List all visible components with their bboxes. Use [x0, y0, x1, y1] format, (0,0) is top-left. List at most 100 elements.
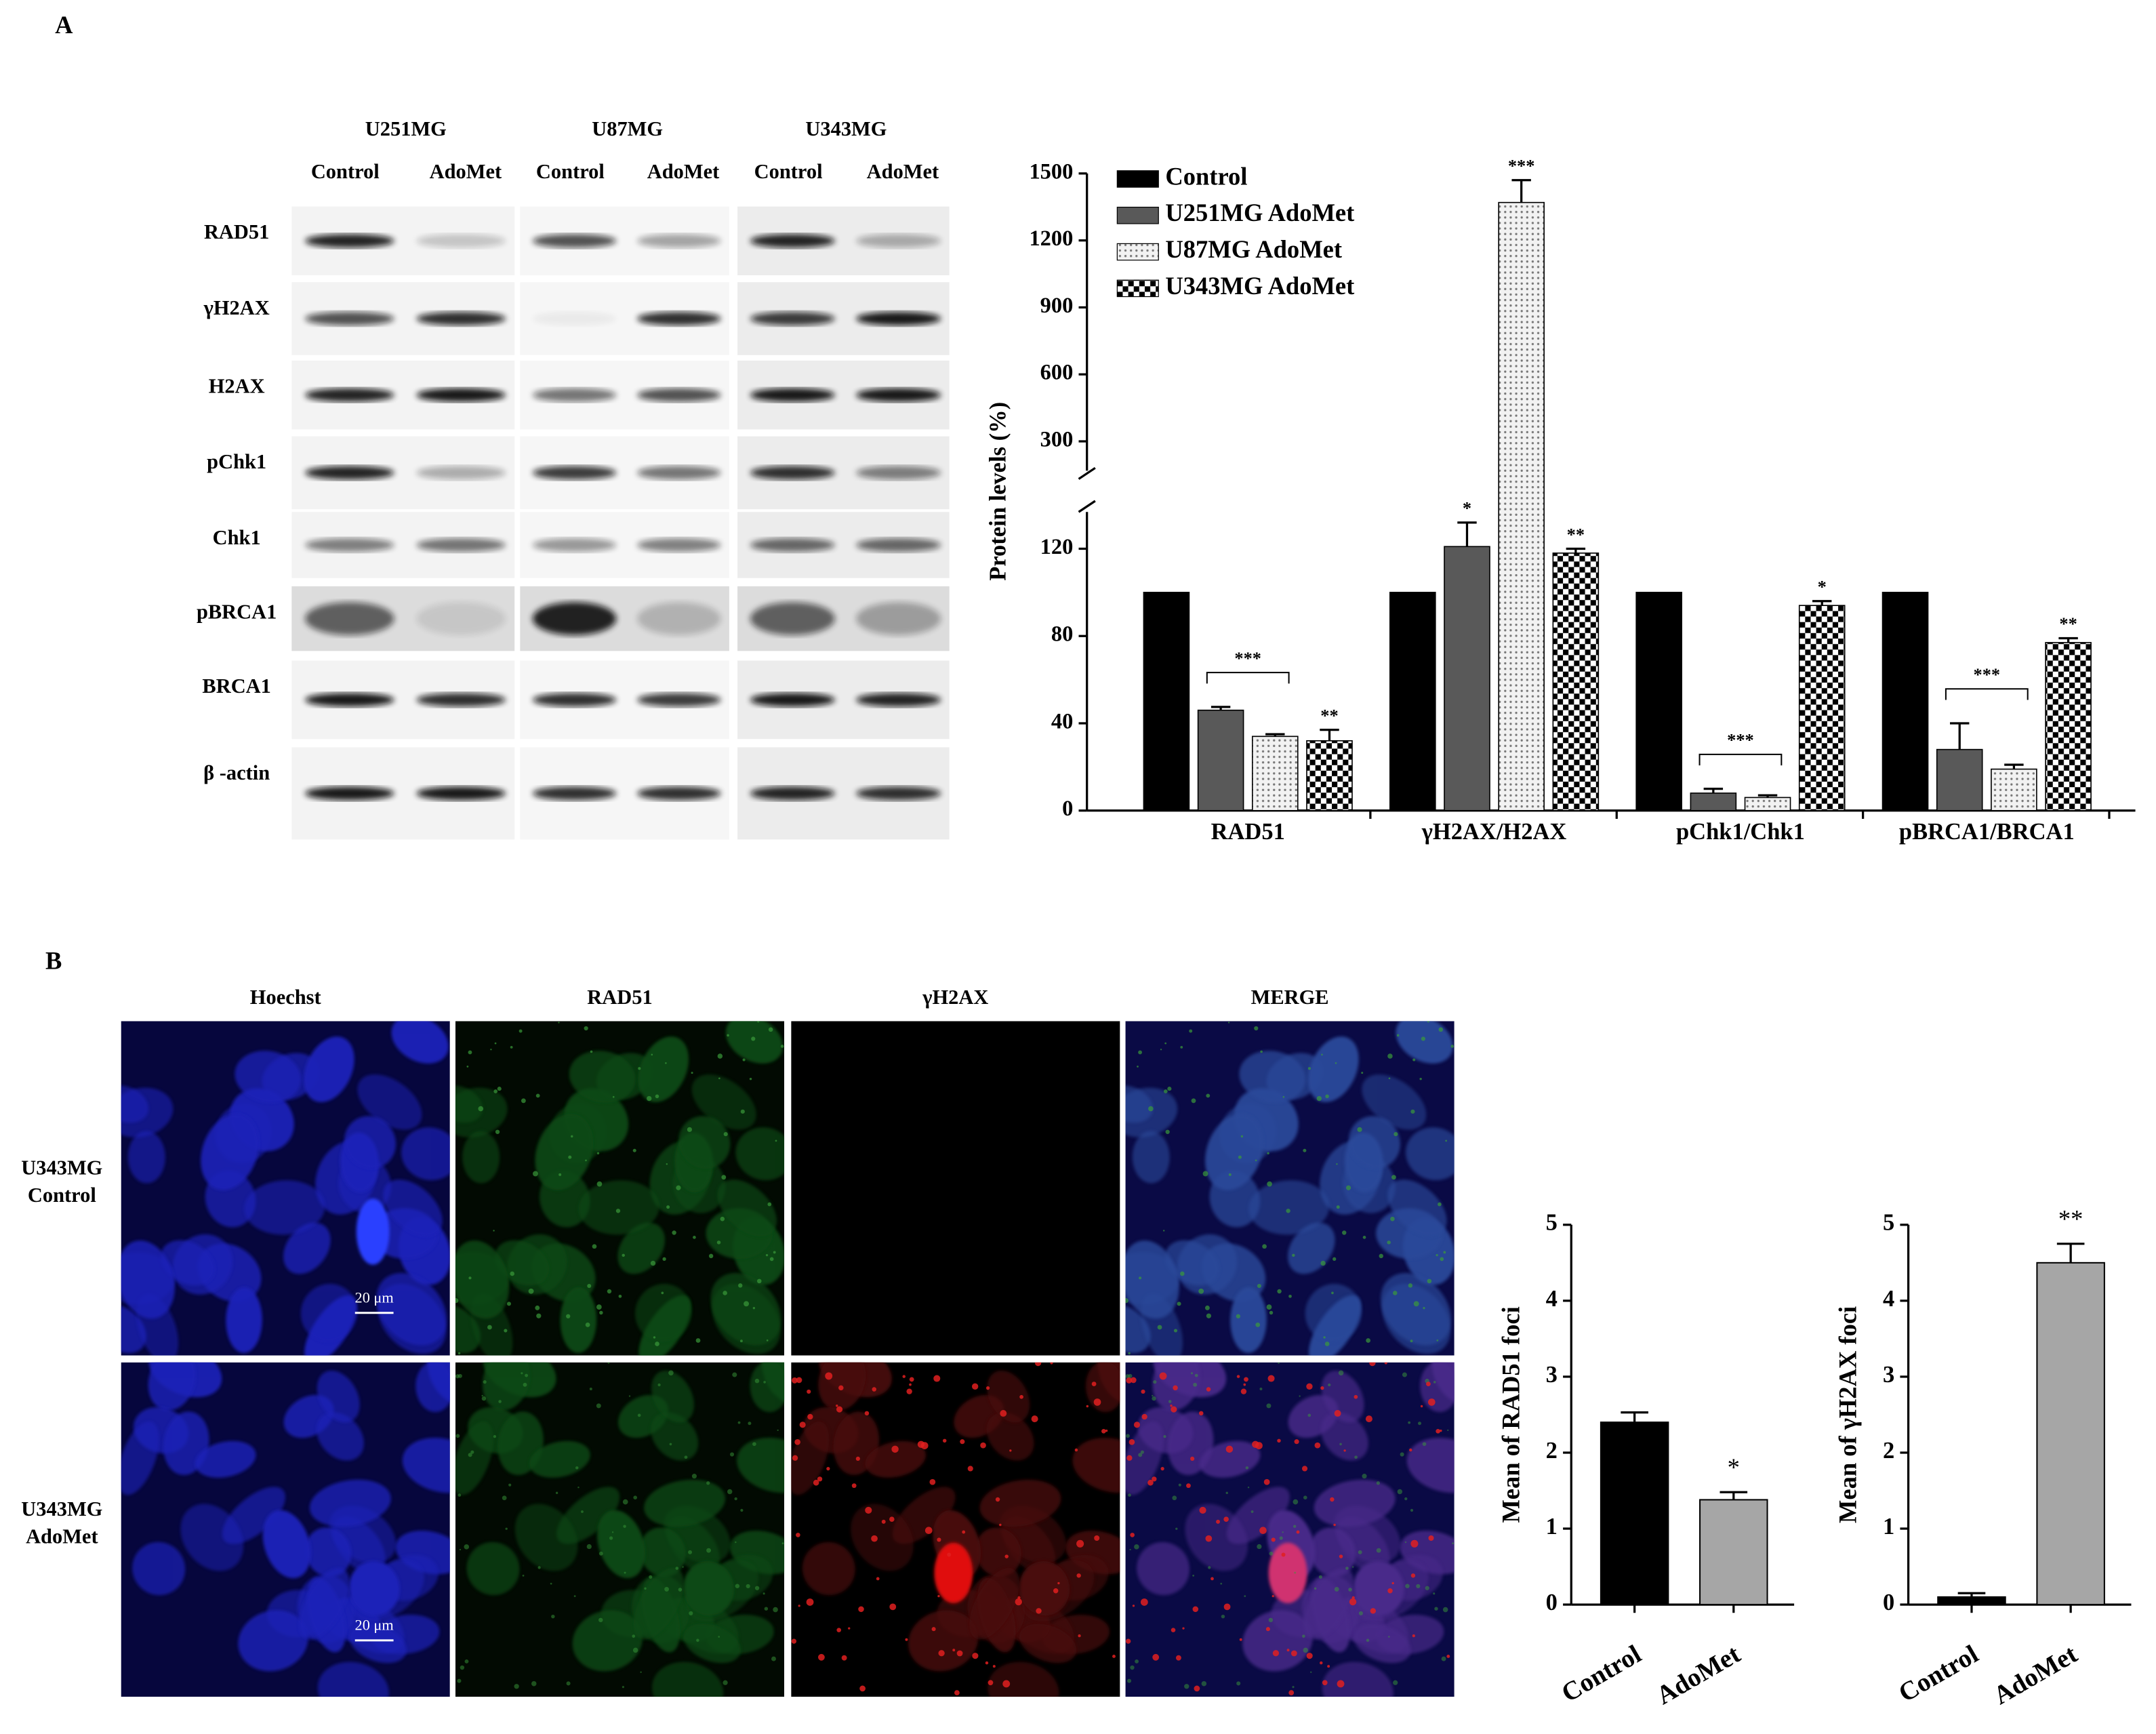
focus [817, 1476, 823, 1482]
focus [1267, 1152, 1269, 1154]
focus [859, 1685, 866, 1692]
focus [1076, 1573, 1081, 1578]
blot-band [532, 388, 617, 402]
focus [1279, 1536, 1283, 1540]
focus [1140, 1598, 1148, 1606]
focus [596, 1403, 601, 1409]
nucleus [1309, 1527, 1356, 1577]
bar [1991, 768, 2037, 811]
focus [1452, 1542, 1455, 1545]
focus [675, 1567, 679, 1570]
focus [1387, 1588, 1393, 1594]
focus [1339, 1554, 1343, 1558]
focus [1192, 1574, 1195, 1577]
focus [1293, 1525, 1297, 1528]
focus [662, 1257, 666, 1261]
blot-band [637, 388, 721, 402]
focus [1125, 1298, 1128, 1304]
focus [1194, 1373, 1198, 1377]
focus [1250, 1510, 1254, 1513]
bar [1389, 592, 1436, 811]
micrograph [1125, 1021, 1455, 1356]
significance: *** [1234, 648, 1261, 668]
focus [952, 1649, 956, 1652]
bar [1251, 735, 1299, 811]
focus [505, 1527, 508, 1530]
focus [1337, 1680, 1345, 1688]
blot-band [532, 466, 617, 480]
micrograph-bg [791, 1021, 1120, 1356]
nucleus [651, 1370, 695, 1423]
focus [1278, 1362, 1280, 1364]
focus [691, 1072, 693, 1074]
blot-band [856, 466, 941, 480]
focus [1172, 1495, 1177, 1501]
focus [752, 1307, 756, 1310]
focus [596, 1181, 603, 1187]
y-tick-label: 120 [1040, 535, 1074, 559]
blot-band [305, 538, 394, 552]
focus [532, 1171, 538, 1177]
blot-band [532, 693, 617, 707]
focus [1255, 1159, 1257, 1162]
focus [967, 1466, 973, 1472]
focus [1164, 1042, 1167, 1045]
focus [1290, 1650, 1297, 1657]
blot-band [305, 388, 394, 402]
x-tick-label: Control [1894, 1640, 1983, 1708]
focus [718, 1077, 720, 1080]
focus [1328, 1383, 1331, 1387]
focus [777, 1429, 779, 1432]
focus [1296, 1530, 1300, 1534]
focus [781, 1542, 784, 1545]
focus [971, 1383, 979, 1390]
focus [551, 1614, 555, 1619]
bracket [1206, 672, 1290, 684]
focus [1345, 1185, 1351, 1190]
nucleus [244, 1180, 325, 1235]
focus [980, 1442, 986, 1449]
focus [1086, 1405, 1089, 1408]
significance: ** [2058, 1205, 2083, 1233]
focus [1376, 1548, 1381, 1553]
focus [938, 1650, 945, 1657]
focus [528, 1288, 534, 1294]
focus [902, 1375, 906, 1378]
x-tick-label: AdoMet [1989, 1640, 2082, 1710]
focus [1152, 1394, 1154, 1397]
focus [1137, 1066, 1139, 1068]
focus [651, 1053, 653, 1056]
focus [905, 1638, 908, 1641]
focus [618, 1294, 622, 1298]
focus [1266, 1304, 1272, 1310]
focus [1201, 1680, 1207, 1687]
focus [985, 1661, 989, 1665]
focus [575, 1466, 579, 1470]
y-tick-label: 0 [1062, 797, 1073, 821]
focus [1245, 1466, 1249, 1470]
focus [558, 1022, 560, 1024]
focus [1324, 1342, 1330, 1346]
focus [598, 1551, 603, 1556]
nucleus [1132, 1131, 1170, 1184]
nucleus [121, 1304, 146, 1354]
focus [1130, 1377, 1137, 1384]
blot-band [750, 311, 835, 326]
focus [596, 1152, 600, 1154]
focus [1331, 1291, 1334, 1295]
focus [498, 1400, 502, 1403]
focus [1322, 1680, 1328, 1686]
focus [464, 1544, 470, 1550]
focus [1255, 1322, 1261, 1327]
focus [817, 1653, 825, 1661]
focus [1384, 1362, 1387, 1365]
focus [504, 1329, 508, 1333]
focus [917, 1440, 925, 1448]
focus [1171, 1406, 1177, 1413]
focus [1299, 1395, 1301, 1397]
focus [768, 1027, 773, 1032]
focus [826, 1466, 830, 1471]
focus [650, 1260, 656, 1266]
nucleus [717, 1179, 777, 1236]
